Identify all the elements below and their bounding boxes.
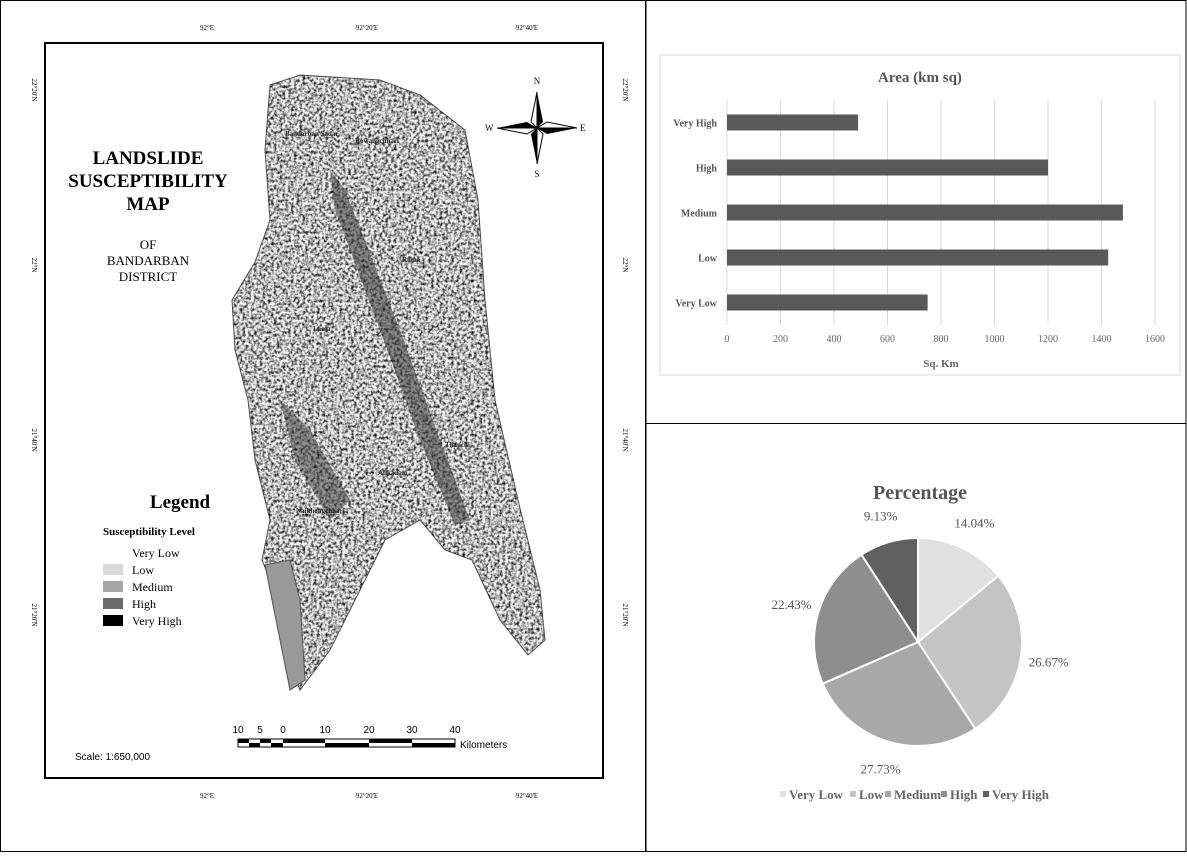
scale-number: 20 bbox=[363, 725, 375, 736]
scale-text: Scale: 1:650,000 bbox=[75, 752, 150, 763]
data-label: 9.13% bbox=[864, 508, 898, 523]
data-label: 22.43% bbox=[771, 597, 811, 612]
latitude-label: 22°N bbox=[621, 258, 629, 273]
page: N S E W LANDSLIDE SUSCEPTIBILITY MAP OF … bbox=[0, 0, 1187, 852]
map-title: MAP bbox=[126, 194, 170, 215]
data-label: 26.67% bbox=[1029, 655, 1069, 670]
longitude-label: 92°E bbox=[200, 792, 214, 800]
legend-label: High bbox=[132, 597, 156, 611]
legend-label: Low bbox=[132, 563, 154, 577]
legend-label: Very High bbox=[132, 614, 182, 628]
bar bbox=[727, 250, 1108, 266]
latitude-label: 22°N bbox=[30, 258, 38, 273]
scale-number: 10 bbox=[232, 725, 244, 736]
compass-w: W bbox=[485, 123, 494, 133]
x-tick-label: 1600 bbox=[1145, 334, 1165, 345]
place-label: Naikhongchhari bbox=[296, 507, 345, 515]
scale-number: 10 bbox=[319, 725, 331, 736]
map-subtitle: OF bbox=[140, 237, 157, 252]
legend-swatch bbox=[103, 598, 123, 609]
bar bbox=[727, 295, 928, 311]
legend-label: Low bbox=[859, 787, 884, 802]
latitude-label: 21°40'N bbox=[621, 428, 629, 451]
legend-swatch bbox=[103, 547, 123, 558]
legend-marker bbox=[850, 791, 856, 797]
legend-label: Very High bbox=[992, 787, 1050, 802]
latitude-label: 21°20'N bbox=[621, 603, 629, 626]
bar bbox=[727, 205, 1123, 221]
longitude-label: 92°20'E bbox=[356, 792, 378, 800]
latitude-label: 21°20'N bbox=[30, 603, 38, 626]
x-tick-label: 1200 bbox=[1038, 334, 1058, 345]
scale-bar bbox=[238, 739, 455, 747]
y-tick-label: Very Low bbox=[675, 299, 717, 310]
legend-title: Legend bbox=[150, 492, 211, 513]
place-label: Bandarban Sadar bbox=[285, 130, 339, 138]
legend-marker bbox=[983, 791, 989, 797]
legend-label: Very Low bbox=[132, 546, 180, 560]
map-subtitle: BANDARBAN bbox=[107, 253, 190, 268]
chart-title: Area (km sq) bbox=[878, 70, 962, 86]
legend-swatch bbox=[103, 564, 123, 575]
x-tick-label: 1000 bbox=[985, 334, 1005, 345]
place-label: Rowangchhari bbox=[355, 137, 399, 145]
map-title: LANDSLIDE bbox=[93, 148, 204, 169]
bar bbox=[727, 115, 858, 131]
legend-swatch bbox=[103, 581, 123, 592]
map-subtitle: DISTRICT bbox=[119, 269, 178, 284]
legend-label: High bbox=[950, 787, 978, 802]
legend-marker bbox=[780, 791, 786, 797]
place-label: Alikadam bbox=[378, 469, 408, 477]
place-label: Thanchi bbox=[445, 441, 470, 449]
x-tick-label: 1400 bbox=[1092, 334, 1112, 345]
y-tick-label: High bbox=[696, 164, 718, 175]
longitude-label: 92°20'E bbox=[356, 24, 378, 32]
bar bbox=[727, 160, 1048, 176]
longitude-label: 92°E bbox=[200, 24, 214, 32]
y-tick-label: Low bbox=[698, 254, 718, 265]
place-label: Ruma bbox=[402, 256, 421, 264]
compass-n: N bbox=[534, 76, 541, 86]
data-label: 27.73% bbox=[861, 762, 901, 777]
legend-label: Medium bbox=[132, 580, 173, 594]
scale-number: 40 bbox=[449, 725, 461, 736]
legend-marker bbox=[885, 791, 891, 797]
x-tick-label: 200 bbox=[773, 334, 788, 345]
legend-subtitle: Susceptibility Level bbox=[103, 526, 195, 538]
compass-e: E bbox=[580, 123, 586, 133]
north-arrow: N S E W bbox=[485, 76, 586, 179]
x-tick-label: 0 bbox=[725, 334, 730, 345]
legend-marker bbox=[941, 791, 947, 797]
compass-s: S bbox=[534, 169, 539, 179]
longitude-label: 92°40'E bbox=[516, 24, 538, 32]
data-label: 14.04% bbox=[954, 516, 994, 531]
x-axis-label: Sq. Km bbox=[923, 358, 958, 370]
chart-title: Percentage bbox=[873, 482, 967, 504]
scale-number: 5 bbox=[257, 725, 263, 736]
scale-number: 0 bbox=[280, 725, 286, 736]
latitude-label: 22°20'N bbox=[621, 78, 629, 101]
x-tick-label: 400 bbox=[827, 334, 842, 345]
scale-number: 30 bbox=[406, 725, 418, 736]
y-tick-label: Very High bbox=[673, 119, 717, 130]
latitude-label: 21°40'N bbox=[30, 428, 38, 451]
scale-unit: Kilometers bbox=[460, 740, 507, 751]
map-area bbox=[232, 75, 545, 690]
legend-label: Very Low bbox=[789, 787, 844, 802]
latitude-label: 22°20'N bbox=[30, 78, 38, 101]
map-title: SUSCEPTIBILITY bbox=[68, 171, 228, 192]
x-tick-label: 600 bbox=[880, 334, 895, 345]
x-tick-label: 800 bbox=[934, 334, 949, 345]
longitude-label: 92°40'E bbox=[516, 792, 538, 800]
y-tick-label: Medium bbox=[681, 209, 718, 220]
legend-swatch bbox=[103, 615, 123, 626]
place-label: Lama bbox=[313, 325, 331, 333]
legend-label: Medium bbox=[894, 787, 941, 802]
